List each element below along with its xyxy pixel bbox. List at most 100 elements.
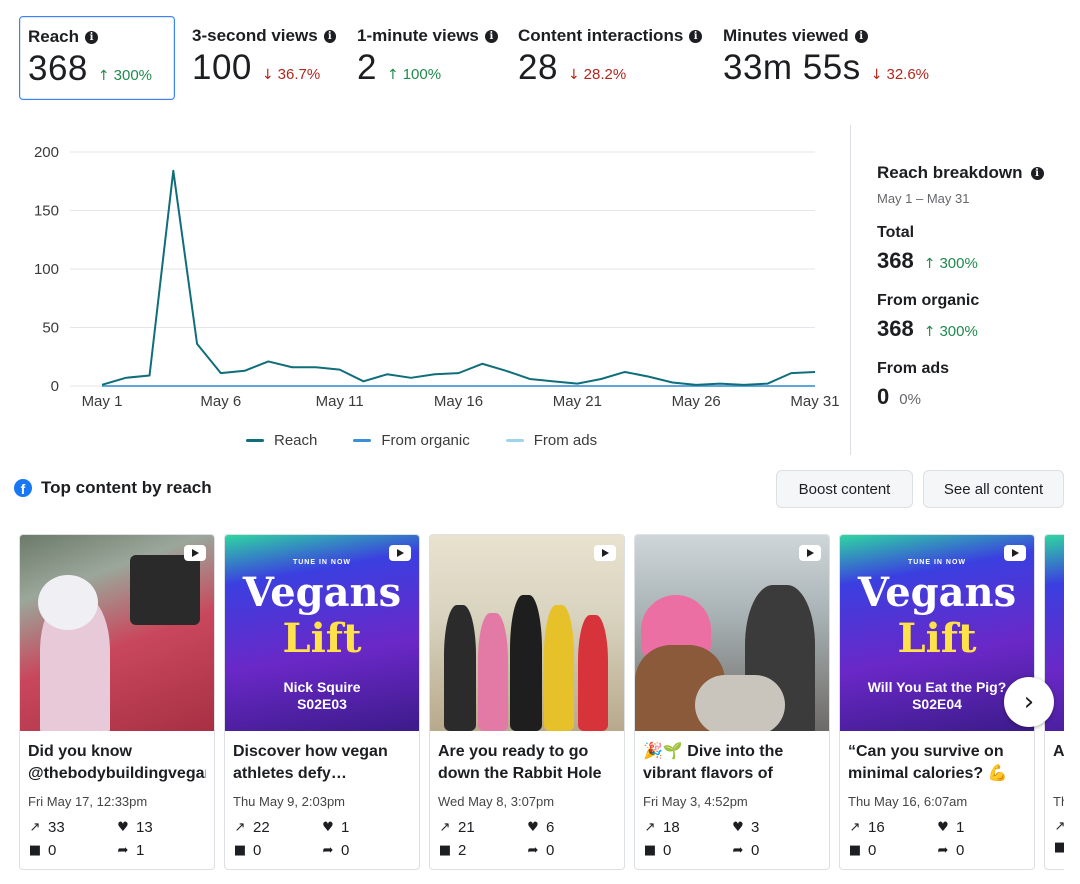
chart-canvas: 0 50 100 150 200 May 1 May 6 May 11 May 16 May 21… [0,130,850,430]
metric-tab-3-second-views[interactable]: 3-second views i 100 ↓ 36.7% [184,16,344,100]
comment-icon: ■ [848,843,862,858]
thumbnail-episode: Will You Eat the Pig? S02E04 [867,679,1007,712]
info-icon[interactable]: i [85,30,99,44]
stat-shares: ➦ 1 [117,842,145,859]
content-card[interactable]: Are you ready to go down the Rabbit Hole… [429,534,625,870]
breakdown-total: Total 368 ↑ 300% [877,224,1067,274]
metric-tab-content-interactions[interactable]: Content interactions i 28 ↓ 28.2% [510,16,710,100]
stat-shares: ➦ 0 [322,842,350,859]
breakdown-label: Total [877,224,915,241]
content-thumbnail [430,535,624,731]
truck-window [130,555,200,625]
video-icon [184,545,206,561]
metric-change: ↑ 300% [97,67,153,84]
stat-reach: ↗ 33 [29,819,65,836]
info-icon[interactable]: i [323,29,336,43]
content-card[interactable]: A fi Th ↗ ■ [1044,534,1064,870]
content-date: Thu May 9, 2:03pm [233,794,345,809]
comment-icon: ■ [438,843,452,858]
breakdown-label: From organic [877,292,980,309]
stat-reach: ↗ 21 [439,819,475,836]
metric-label: 1-minute views [357,26,479,45]
stat-reach: ↗ 18 [644,819,680,836]
breakdown-change: 0% [899,391,921,408]
person-figure [478,613,508,731]
metric-change: ↓ 28.2% [567,66,627,83]
breakdown-from-ads: From ads 0 0% [877,360,1067,410]
thumbnail-tagline: TUNE IN NOW [907,559,967,566]
metric-tab-1-minute-views[interactable]: 1-minute views i 2 ↑ 100% [349,16,509,100]
stat-comments: ■ 0 [848,842,877,859]
food-tray [695,675,785,731]
stat-comments: ■ 0 [643,842,672,859]
legend-swatch [353,439,372,442]
content-caption: Are you ready to go down the Rabbit Hole [438,743,602,782]
content-card[interactable]: Did you know @thebodybuildingvegan Fri M… [19,534,215,870]
metric-value: 100 [192,48,252,87]
info-icon[interactable]: i [854,29,868,43]
metric-tab-reach[interactable]: Reach i 368 ↑ 300% [19,16,175,100]
x-tick-label: May 31 [790,393,839,410]
metric-tab-minutes-viewed[interactable]: Minutes viewed i 33m 55s ↓ 32.6% [715,16,965,100]
y-tick-label: 0 [51,378,59,395]
breakdown-value: 0 [877,384,890,409]
info-icon[interactable]: i [1030,166,1044,180]
metric-value: 33m 55s [723,48,861,87]
stat-reach: ↗ 22 [234,819,270,836]
arrow-up-icon: ↑ [923,256,936,272]
facebook-icon: f [14,479,32,497]
arrow-up-icon: ↑ [97,68,110,84]
person-figure [444,605,476,731]
info-icon[interactable]: i [689,29,702,43]
arrow-up-icon: ↑ [923,324,936,340]
y-tick-label: 100 [34,261,59,278]
legend-swatch [505,439,524,442]
content-date: Fri May 3, 4:52pm [643,794,748,809]
reach-line-chart: 0 50 100 150 200 May 1 May 6 May 11 May 16 May 21… [0,130,850,460]
content-thumbnail: TUNE IN NOW Vegans Lift Nick Squire S02E0… [225,535,419,731]
heart-icon: ♥ [937,820,949,835]
info-icon[interactable]: i [484,29,498,43]
y-tick-label: 50 [42,320,59,337]
chart-legend: Reach From organic From ads [246,432,597,449]
stat-likes: ♥ 13 [117,819,153,836]
content-card[interactable]: 🎉🌱 Dive into the vibrant flavors of Fri … [634,534,830,870]
comment-icon: ■ [233,843,247,858]
legend-item-from-organic[interactable]: From organic [353,432,470,449]
person-figure [544,605,574,731]
breakdown-from-organic: From organic 368 ↑ 300% [877,292,1067,342]
chart-svg: 0 50 100 150 200 May 1 May 6 May 11 May 16 May 21… [34,144,840,410]
arrow-down-icon: ↓ [261,67,274,83]
heart-icon: ♥ [117,820,129,835]
boost-content-button[interactable]: Boost content [776,470,913,508]
metric-tabs: Reach i 368 ↑ 300% 3-second views i 100 ↓ 36.7… [19,16,1059,100]
x-tick-label: May 26 [672,393,721,410]
stat-comments: ■ [1053,840,1064,855]
legend-swatch [246,439,264,442]
see-all-content-button[interactable]: See all content [923,470,1064,508]
metric-label: Reach [28,27,80,46]
metric-change: ↑ 100% [386,66,442,83]
series-line-reach[interactable] [101,169,816,386]
metric-change: ↓ 32.6% [870,66,930,83]
reach-breakdown-panel: Reach breakdown i May 1 – May 31 Total 36… [877,163,1067,410]
metric-value: 28 [518,48,558,87]
arrow-down-icon: ↓ [870,67,883,83]
y-tick-label: 200 [34,144,59,161]
x-tick-label: May 21 [553,393,602,410]
video-icon [389,545,411,561]
content-date: Thu May 16, 6:07am [848,794,968,809]
legend-item-reach[interactable]: Reach [246,432,317,449]
person-figure [510,595,542,731]
share-icon: ➦ [937,843,949,858]
carousel-next-button[interactable]: › [1004,677,1054,727]
stat-likes: ♥ 1 [937,819,965,836]
y-tick-label: 150 [34,203,59,220]
metric-value: 368 [28,49,88,88]
breakdown-label: From ads [877,360,950,377]
legend-item-from-ads[interactable]: From ads [505,432,597,449]
thumbnail-title: Vegans [857,569,1017,616]
divider [850,125,851,455]
content-card[interactable]: TUNE IN NOW Vegans Lift Nick Squire S02E0… [224,534,420,870]
breakdown-change: ↑ 300% [923,323,978,340]
